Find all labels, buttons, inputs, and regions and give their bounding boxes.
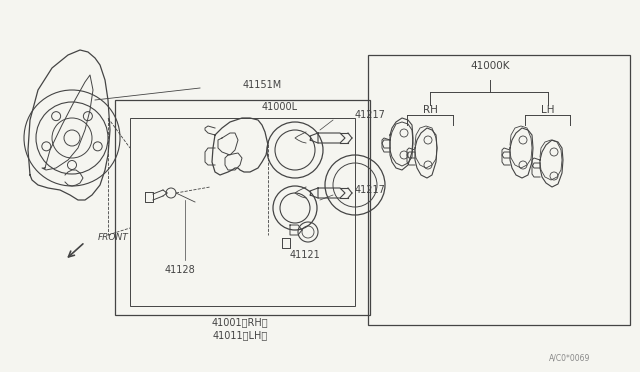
Bar	[115, 100, 370, 315]
Text: 41000L: 41000L	[262, 102, 298, 112]
Bar	[368, 55, 630, 325]
Text: A/C0*0069: A/C0*0069	[548, 353, 590, 362]
Text: 41000K: 41000K	[470, 61, 509, 71]
Text: 41121: 41121	[290, 250, 321, 260]
Text: 41128: 41128	[164, 265, 195, 275]
Text: 41151M: 41151M	[243, 80, 282, 90]
Bar	[130, 118, 355, 306]
Text: 41217: 41217	[355, 110, 386, 120]
Text: 41001〈RH〉: 41001〈RH〉	[212, 317, 268, 327]
Text: 41011〈LH〉: 41011〈LH〉	[212, 330, 268, 340]
Text: FRONT: FRONT	[98, 232, 129, 241]
Text: RH: RH	[422, 105, 437, 115]
Text: 41217: 41217	[355, 185, 386, 195]
Text: LH: LH	[541, 105, 555, 115]
